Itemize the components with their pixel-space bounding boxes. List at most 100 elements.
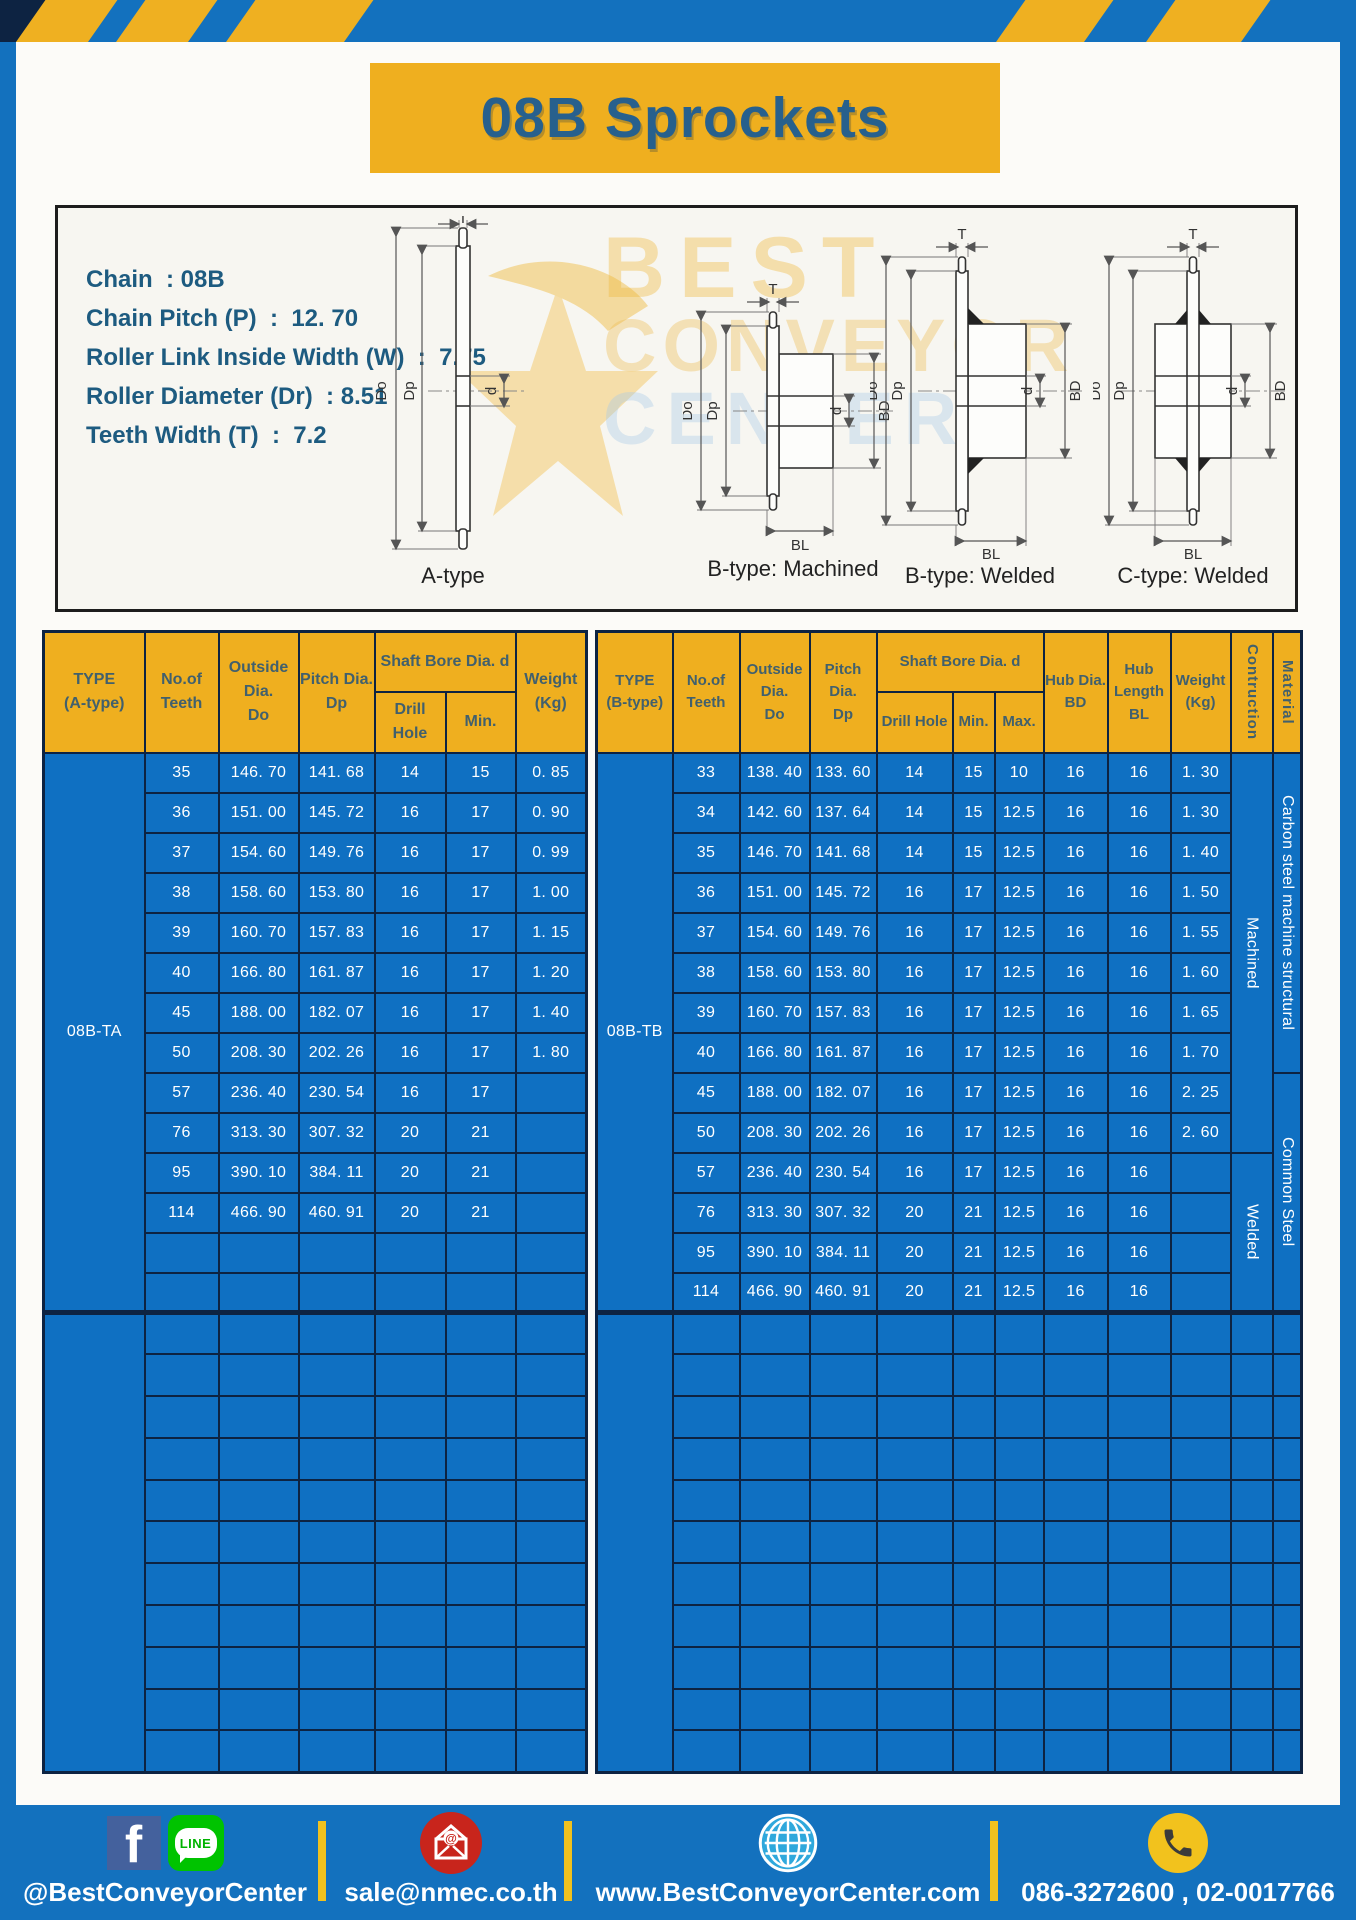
table-cell [297,1478,376,1523]
table-cell [738,1520,811,1565]
table-cell [217,1395,300,1439]
table-cell [1229,1645,1274,1690]
table-cell: 15 [951,831,996,874]
table-cell: 17 [444,831,517,874]
table-cell: 236. 40 [217,1071,300,1114]
table-cell [993,1604,1045,1648]
table-cell [373,1395,447,1439]
table-cell [1169,1271,1232,1314]
drawing-caption: A-type [421,563,485,588]
table-cell [808,1353,878,1398]
table-cell [444,1604,517,1648]
table-cell: 12.5 [993,1031,1045,1074]
dim-label-bd: BD [1067,380,1084,401]
table-cell: 1. 40 [1169,831,1232,874]
table-cell [217,1562,300,1607]
empty-table-row [44,1520,588,1565]
table-cell [671,1353,741,1398]
table-cell: 16 [373,1071,447,1114]
table-cell: 151. 00 [738,871,811,914]
table-cell [297,1562,376,1607]
table-cell: 12.5 [993,831,1045,874]
table-cell: 307. 32 [808,1191,878,1234]
table-row: 114 466. 90 460. 91 20 21 12.5 16 16 [597,1271,1302,1314]
banner-stripe [990,0,1118,42]
table-cell [143,1604,220,1648]
empty-table-row [44,1729,588,1774]
table-row: 38 158. 60 153. 80 16 17 12.5 16 16 1. 60 [597,951,1302,994]
table-cell: 21 [444,1151,517,1194]
table-cell: 466. 90 [738,1271,811,1314]
table-cell: 16 [1042,991,1109,1034]
col-header-drill-hole: Drill Hole [875,690,954,754]
table-cell: 145. 72 [297,791,376,834]
table-cell: 35 [143,751,220,794]
table-cell: 21 [444,1191,517,1234]
table-cell: 15 [951,751,996,794]
table-cell [875,1478,954,1523]
table-cell: 76 [671,1191,741,1234]
dim-label-dp: Dp [401,381,418,400]
table-cell: 2. 25 [1169,1071,1232,1114]
empty-table-row [597,1436,1303,1481]
table-cell: 16 [373,991,447,1034]
table-cell: 20 [373,1111,447,1154]
table-cell [951,1353,996,1398]
table-cell [514,1645,588,1690]
table-cell: 16 [373,791,447,834]
table-cell [444,1520,517,1565]
table-cell: 21 [951,1191,996,1234]
table-cell [1229,1310,1274,1356]
table-cell [671,1436,741,1481]
table-cell [1271,1478,1303,1523]
table-cell [738,1395,811,1439]
table-cell: 39 [671,991,741,1034]
table-cell [951,1562,996,1607]
table-cell [143,1562,220,1607]
table-cell [514,1271,588,1314]
table-cell: 16 [1042,1071,1109,1114]
table-row: 08B-TA 35 146. 70 141. 68 14 15 0. 85 [42,751,588,1314]
spec-roller-diameter: Roller Diameter (Dr) : 8.51 [86,383,388,410]
table-cell: 141. 68 [808,831,878,874]
col-header-type: TYPE (A-type) [42,630,146,754]
table-row: 34 142. 60 137. 64 14 15 12.5 16 16 1. 30 [597,791,1302,834]
table-cell: 20 [875,1271,954,1314]
table-cell: 45 [671,1071,741,1114]
table-cell: 188. 00 [738,1071,811,1114]
table-cell: 157. 83 [297,911,376,954]
table-cell: 16 [1106,1031,1172,1074]
table-cell [875,1687,954,1732]
table-cell: 160. 70 [738,991,811,1034]
table-cell: 20 [373,1191,447,1234]
c-type-welded-drawing: Do Dp d BD T BL [1093,216,1293,589]
website-contact: www.BestConveyorCenter.com [588,1811,988,1908]
table-cell: 17 [444,1031,517,1074]
table-cell [671,1729,741,1774]
table-cell: 76 [143,1111,220,1154]
table-cell [1042,1353,1109,1398]
table-cell [373,1520,447,1565]
col-header-weight: Weight (Kg) [1169,630,1232,754]
table-row: 35 146. 70 141. 68 14 15 12.5 16 16 1. 40 [597,831,1302,874]
table-cell [808,1604,878,1648]
empty-table-row [597,1729,1303,1774]
email-text: sale@nmec.co.th [344,1877,558,1907]
table-cell [808,1436,878,1481]
table-cell: 16 [1106,751,1172,794]
b-type-welded-drawing: Do Dp d BD T BL [870,216,1090,589]
table-row [44,1231,588,1274]
table-cell [951,1729,996,1774]
table-cell: 16 [1106,991,1172,1034]
empty-table-row [44,1645,588,1690]
table-cell [1169,1191,1232,1234]
col-header-material: Material [1271,630,1303,754]
dim-label-do: Do [870,381,881,400]
table-cell [143,1353,220,1398]
table-cell [373,1604,447,1648]
table-cell [444,1729,517,1774]
table-cell [514,1687,588,1732]
table-row: 95 390. 10 384. 11 20 21 12.5 16 16 [597,1231,1302,1274]
table-cell: 1. 30 [1169,791,1232,834]
table-cell: 10 [993,751,1045,794]
